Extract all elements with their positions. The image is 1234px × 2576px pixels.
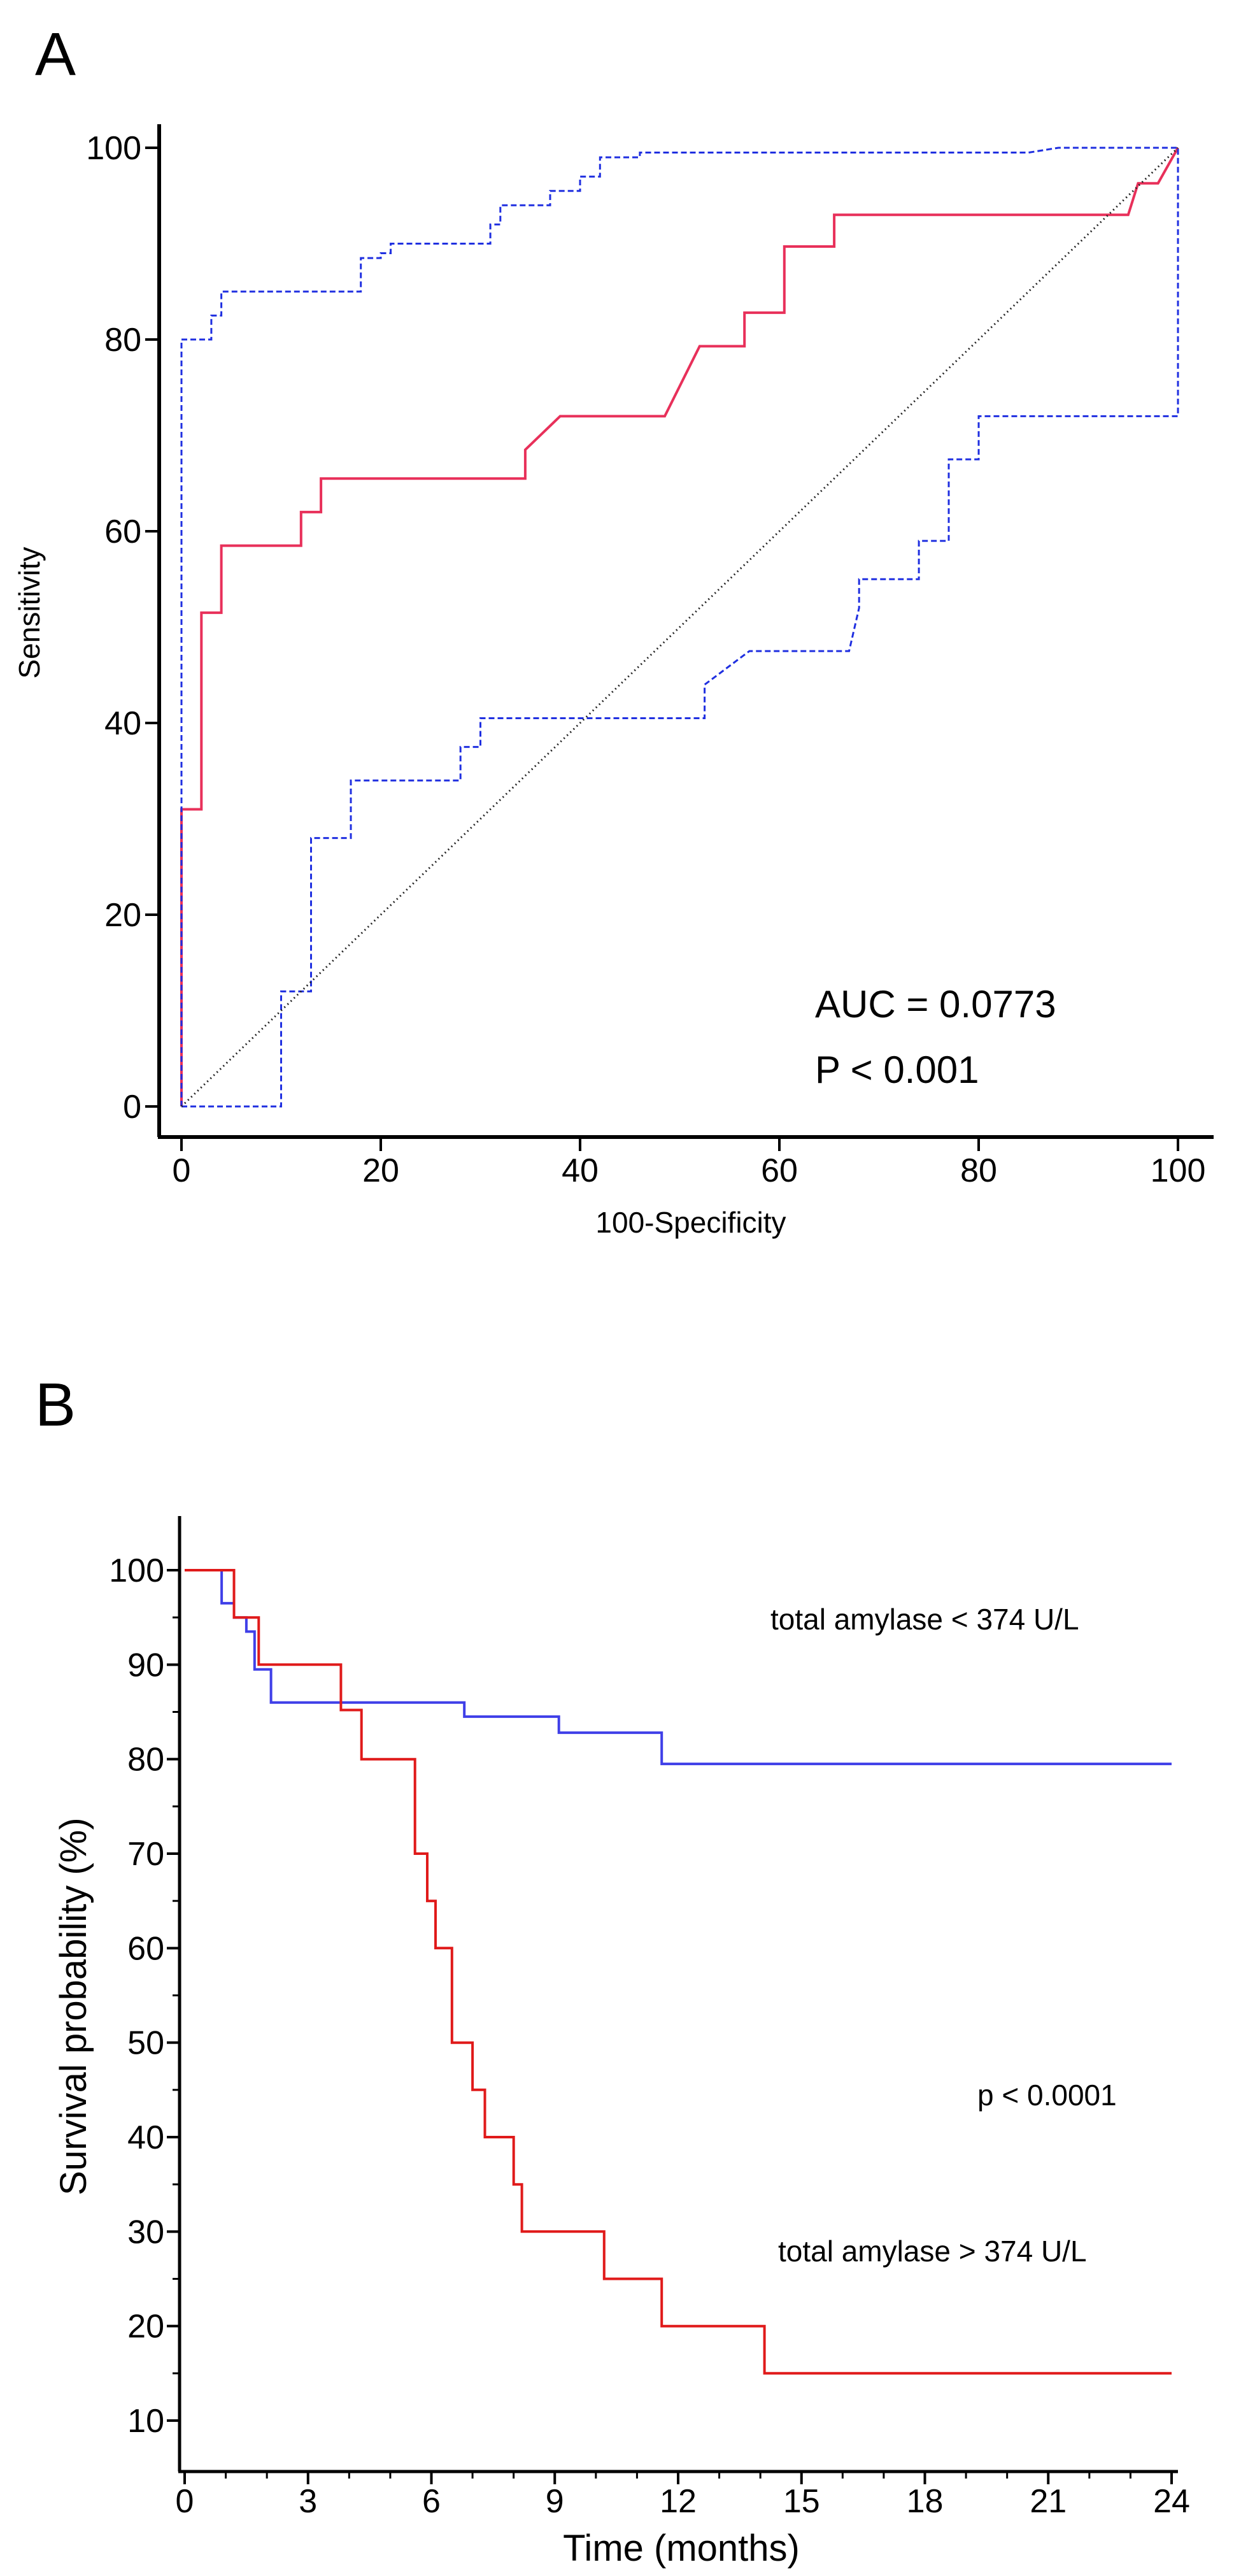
y-tick-label: 0 [123, 1089, 141, 1126]
panel-b-series [185, 1569, 1172, 2375]
y-tick-label: 20 [127, 2308, 164, 2345]
series-line-95-ci-upper [180, 147, 1178, 1106]
x-tick-label: 18 [907, 2483, 944, 2520]
x-tick-label: 0 [176, 2483, 194, 2520]
panel-a-y-axis-title: Sensitivity [13, 547, 46, 678]
panel-b-ticks [167, 1569, 1173, 2484]
y-tick-label: 60 [104, 513, 141, 550]
legend-label-high-amylase: total amylase > 374 U/L [778, 2235, 1087, 2268]
panel-a-p-annotation: P < 0.001 [815, 1048, 979, 1091]
x-tick-label: 9 [546, 2483, 564, 2520]
series-line-total-amylase-374-u-l [185, 1569, 1172, 2375]
panel-b-x-axis-title: Time (months) [563, 2528, 800, 2569]
y-tick-label: 40 [104, 705, 141, 742]
series-line-95-ci-lower [181, 148, 1179, 1108]
panel-b-p-annotation: p < 0.0001 [977, 2079, 1117, 2112]
x-tick-label: 6 [422, 2483, 441, 2520]
panel-a-auc-annotation: AUC = 0.0773 [815, 983, 1056, 1026]
series-line-roc-curve [180, 147, 1179, 1106]
x-tick-label: 15 [783, 2483, 820, 2520]
panel-b-survival-chart: B 0 3 6 9 12 15 18 21 24 10 20 30 40 50 60 70 80 90 100 Ti… [35, 1371, 1190, 2569]
y-tick-label: 30 [127, 2214, 164, 2250]
series-line-reference-line [180, 147, 1179, 1108]
y-tick-label: 20 [104, 897, 141, 934]
x-tick-label: 0 [173, 1152, 191, 1189]
x-tick-label: 3 [299, 2483, 317, 2520]
panel-b-y-axis-title: Survival probability (%) [53, 1817, 94, 2195]
y-tick-label: 10 [127, 2403, 164, 2440]
panel-b-tick-labels: 0 3 6 9 12 15 18 21 24 10 20 30 40 50 60 70 80 90 100 [109, 1552, 1190, 2520]
panel-a-roc-chart: A 0 20 40 60 80 100 0 20 40 60 80 100 100-Specifici… [13, 20, 1214, 1239]
x-tick-label: 40 [562, 1152, 599, 1189]
y-tick-label: 80 [104, 322, 141, 359]
x-tick-label: 60 [761, 1152, 798, 1189]
y-tick-label: 40 [127, 2119, 164, 2156]
panel-a-tick-labels: 0 20 40 60 80 100 0 20 40 60 80 100 [86, 130, 1205, 1189]
x-tick-label: 24 [1153, 2483, 1190, 2520]
y-tick-label: 100 [109, 1552, 164, 1589]
y-tick-label: 70 [127, 1836, 164, 1873]
series-line-total-amylase-374-u-l [185, 1569, 1172, 1766]
x-tick-label: 20 [362, 1152, 399, 1189]
panel-a-label: A [35, 20, 76, 89]
panel-b-label: B [35, 1371, 76, 1439]
panel-a-series [180, 147, 1179, 1108]
x-tick-label: 100 [1151, 1152, 1206, 1189]
y-tick-label: 80 [127, 1742, 164, 1778]
y-tick-label: 100 [86, 130, 141, 167]
x-tick-label: 21 [1030, 2483, 1067, 2520]
y-tick-label: 60 [127, 1930, 164, 1967]
x-tick-label: 80 [960, 1152, 997, 1189]
legend-label-low-amylase: total amylase < 374 U/L [770, 1603, 1079, 1636]
y-tick-label: 50 [127, 2025, 164, 2062]
panel-a-x-axis-title: 100-Specificity [595, 1206, 786, 1239]
x-tick-label: 12 [660, 2483, 697, 2520]
panel-a-ticks [145, 147, 1179, 1151]
y-tick-label: 90 [127, 1647, 164, 1684]
